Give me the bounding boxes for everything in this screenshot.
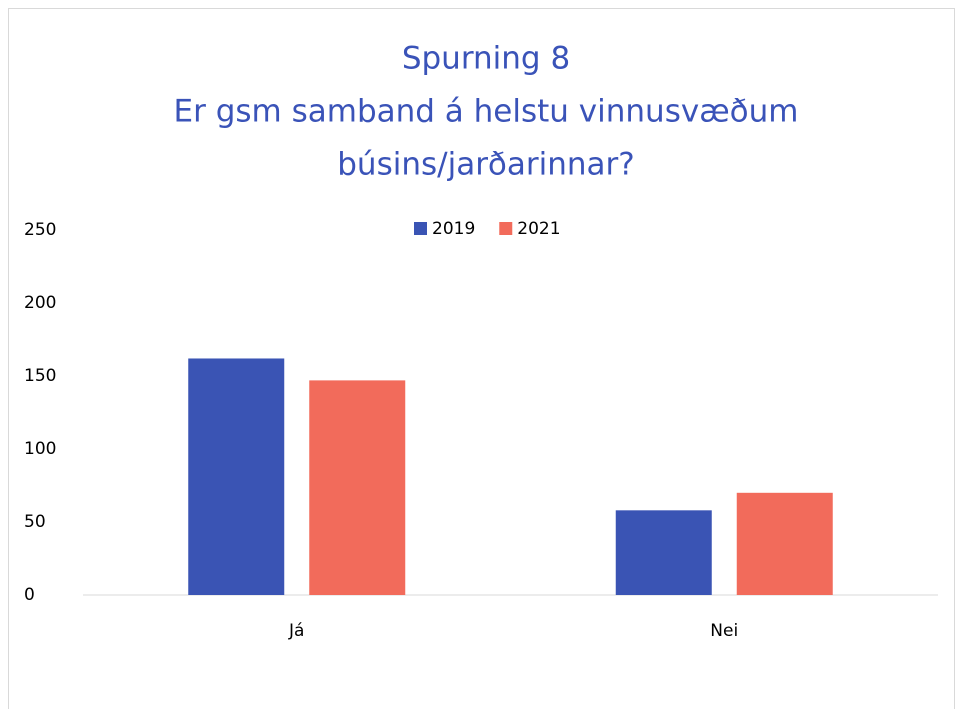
chart-title: Er gsm samband á helstu vinnusvæðum [174, 94, 799, 130]
chart-frame [8, 8, 955, 709]
legend-swatch [414, 222, 427, 235]
legend-label: 2021 [517, 219, 560, 239]
bar [309, 380, 406, 595]
y-tick-label: 50 [24, 512, 46, 532]
y-tick-label: 100 [24, 439, 56, 459]
x-tick-label: Já [288, 621, 304, 641]
chart-title: Spurning 8 [402, 41, 570, 77]
y-tick-label: 0 [24, 585, 35, 605]
y-tick-label: 250 [24, 220, 56, 240]
bar [736, 492, 833, 595]
chart-title: búsins/jarðarinnar? [337, 147, 635, 183]
y-tick-label: 150 [24, 366, 56, 386]
y-tick-label: 200 [24, 293, 56, 313]
legend-swatch [499, 222, 513, 235]
bar [615, 510, 712, 595]
x-tick-label: Nei [710, 621, 738, 641]
legend-label: 2019 [432, 219, 475, 239]
bar [188, 358, 285, 595]
